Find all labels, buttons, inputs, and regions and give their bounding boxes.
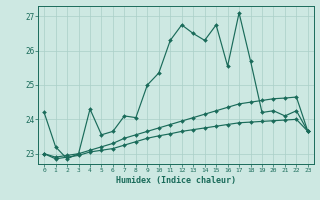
X-axis label: Humidex (Indice chaleur): Humidex (Indice chaleur) [116,176,236,185]
